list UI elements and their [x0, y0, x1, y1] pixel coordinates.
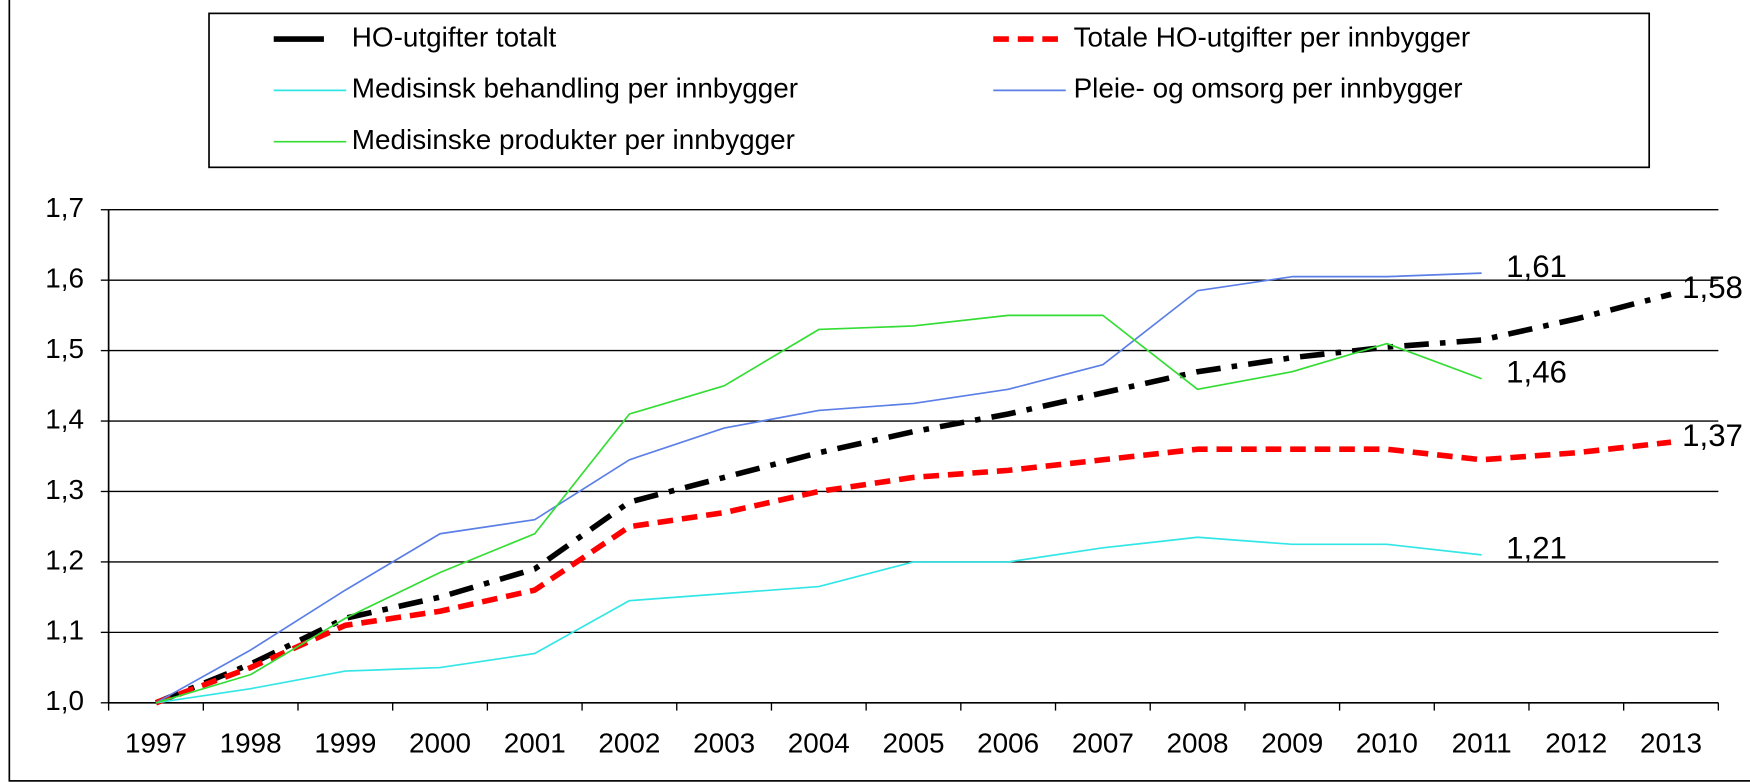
- x-tick-label: 2000: [409, 728, 471, 759]
- x-tick-label: 2001: [504, 728, 566, 759]
- data-label: 1,46: [1506, 355, 1567, 390]
- x-tick-label: 2002: [598, 728, 660, 759]
- data-label: 1,37: [1682, 418, 1743, 453]
- x-tick-label: 2003: [693, 728, 755, 759]
- x-tick-label: 1997: [125, 728, 187, 759]
- y-tick-label: 1,7: [45, 192, 84, 223]
- x-tick-label: 2007: [1072, 728, 1134, 759]
- y-tick-label: 1,6: [45, 263, 84, 294]
- y-tick-label: 1,0: [45, 685, 84, 716]
- data-label: 1,21: [1506, 531, 1567, 566]
- x-tick-label: 2008: [1167, 728, 1229, 759]
- x-tick-label: 2012: [1545, 728, 1607, 759]
- series-line: [155, 314, 1482, 704]
- x-tick-label: 2010: [1356, 728, 1418, 759]
- legend-box: [208, 12, 1651, 169]
- x-tick-label: 2013: [1640, 728, 1702, 759]
- x-tick-label: 2009: [1261, 728, 1323, 759]
- frame: [8, 0, 1750, 782]
- x-tick-label: 1998: [220, 728, 282, 759]
- legend-label: Medisinske produkter per innbygger: [352, 124, 795, 155]
- x-tick-label: 1999: [314, 728, 376, 759]
- y-tick-label: 1,2: [45, 544, 84, 575]
- series-line: [155, 272, 1482, 704]
- data-label: 1,58: [1682, 270, 1743, 305]
- legend-label: Pleie- og omsorg per innbygger: [1074, 73, 1463, 104]
- legend-label: Medisinsk behandling per innbygger: [352, 73, 798, 104]
- y-tick-label: 1,1: [45, 615, 84, 646]
- y-tick-label: 1,4: [45, 403, 84, 434]
- series-line: [155, 536, 1482, 704]
- y-tick-label: 1,3: [45, 474, 84, 505]
- y-tick-label: 1,5: [45, 333, 84, 364]
- x-tick-label: 2005: [882, 728, 944, 759]
- x-tick-label: 2006: [977, 728, 1039, 759]
- legend-label: Totale HO-utgifter per innbygger: [1074, 21, 1471, 52]
- x-tick-label: 2004: [788, 728, 850, 759]
- series-line: [154, 291, 1672, 706]
- data-label: 1,61: [1506, 249, 1567, 284]
- legend-label: HO-utgifter totalt: [352, 21, 557, 52]
- series-line: [154, 439, 1672, 706]
- x-tick-label: 2011: [1452, 728, 1512, 759]
